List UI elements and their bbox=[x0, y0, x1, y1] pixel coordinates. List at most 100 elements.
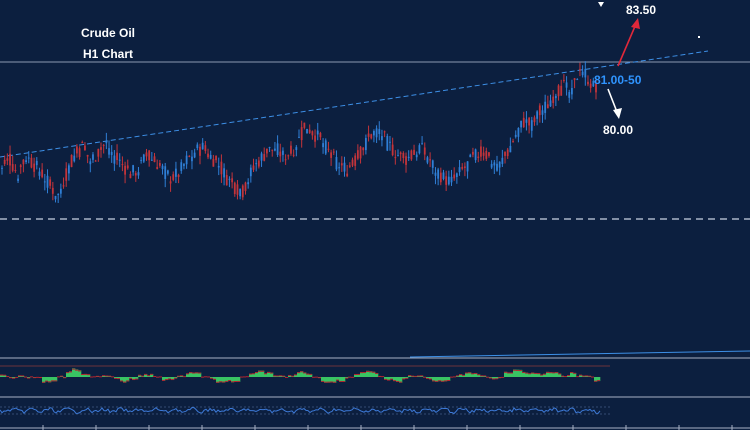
candle-body bbox=[247, 182, 250, 185]
histogram-bar bbox=[180, 375, 184, 377]
histogram-signal-segment bbox=[285, 376, 288, 378]
candle-body bbox=[166, 170, 169, 174]
histogram-bar bbox=[327, 377, 331, 383]
candle-body bbox=[338, 167, 341, 169]
candle-body bbox=[105, 140, 108, 144]
histogram-bar bbox=[129, 377, 133, 379]
candle-body bbox=[330, 152, 333, 158]
histogram-signal-segment bbox=[9, 377, 12, 379]
candle-body bbox=[276, 143, 279, 155]
candle-body bbox=[25, 160, 27, 163]
histogram-bar bbox=[558, 373, 562, 377]
histogram-bar bbox=[336, 377, 340, 381]
candle-body bbox=[362, 147, 365, 151]
candle-body bbox=[439, 172, 442, 183]
histogram-bar bbox=[186, 373, 190, 377]
candle-body bbox=[228, 178, 231, 180]
histogram-signal-segment bbox=[24, 376, 27, 378]
candle-body bbox=[493, 162, 496, 166]
candle-body bbox=[501, 157, 504, 164]
histogram-signal-segment bbox=[414, 375, 417, 377]
histogram-bar bbox=[72, 368, 76, 377]
histogram-signal-segment bbox=[537, 373, 540, 375]
histogram-bar bbox=[552, 372, 556, 377]
histogram-signal-segment bbox=[582, 375, 585, 377]
histogram-signal-segment bbox=[447, 380, 450, 382]
candle-body bbox=[445, 176, 448, 185]
histogram-signal-segment bbox=[84, 373, 87, 375]
histogram-bar bbox=[165, 377, 169, 380]
candle-body bbox=[375, 128, 378, 138]
histogram-signal-segment bbox=[465, 372, 468, 374]
candle-body bbox=[49, 179, 52, 186]
histogram-bar bbox=[399, 377, 403, 383]
candle-body bbox=[204, 145, 207, 152]
histogram-signal-segment bbox=[216, 381, 219, 383]
candle-body bbox=[67, 165, 70, 174]
histogram-signal-segment bbox=[201, 376, 204, 378]
histogram-signal-segment bbox=[594, 380, 597, 382]
histogram-signal-segment bbox=[102, 375, 105, 377]
candle-body bbox=[562, 79, 565, 81]
histogram-signal-segment bbox=[0, 374, 3, 376]
histogram-signal-segment bbox=[489, 377, 492, 379]
candle-body bbox=[209, 154, 212, 159]
candle-body bbox=[346, 173, 349, 177]
histogram-bar bbox=[387, 377, 391, 381]
candle-body bbox=[215, 155, 217, 161]
candle-body bbox=[17, 178, 19, 181]
candle-body bbox=[429, 159, 432, 161]
candle-body bbox=[391, 144, 394, 156]
histogram-bar bbox=[456, 375, 460, 377]
histogram-bar bbox=[513, 369, 517, 377]
candle-body bbox=[306, 128, 308, 134]
candle-body bbox=[300, 127, 303, 141]
histogram-signal-segment bbox=[375, 372, 378, 374]
histogram-signal-segment bbox=[444, 380, 447, 382]
candle-body bbox=[546, 104, 549, 109]
candle-body bbox=[560, 85, 563, 96]
candle-body bbox=[431, 160, 434, 168]
candle-body bbox=[30, 157, 33, 168]
candle-body bbox=[161, 165, 164, 170]
candle-body bbox=[282, 150, 284, 155]
histogram-bar bbox=[264, 373, 268, 377]
histogram-signal-segment bbox=[111, 376, 114, 378]
histogram-signal-segment bbox=[525, 372, 528, 374]
histogram-bar bbox=[303, 372, 307, 377]
histogram-bar bbox=[198, 372, 202, 377]
histogram-bar bbox=[279, 375, 283, 377]
candle-body bbox=[447, 176, 450, 185]
candle-body bbox=[407, 156, 410, 158]
candle-body bbox=[322, 143, 324, 148]
candle-body bbox=[413, 149, 415, 155]
histogram-signal-segment bbox=[291, 375, 294, 377]
histogram-signal-segment bbox=[183, 376, 186, 378]
histogram-bar bbox=[132, 377, 136, 380]
histogram-signal-segment bbox=[222, 381, 225, 383]
histogram-bar bbox=[396, 377, 400, 382]
histogram-bar bbox=[408, 375, 412, 377]
histogram-signal-segment bbox=[510, 372, 513, 374]
histogram-bar bbox=[429, 377, 433, 380]
histogram-signal-segment bbox=[69, 371, 72, 373]
candle-body bbox=[113, 155, 116, 164]
histogram-bar bbox=[210, 377, 214, 379]
candle-body bbox=[102, 144, 105, 146]
candle-body bbox=[327, 148, 330, 150]
histogram-bar bbox=[228, 377, 232, 381]
candle-body bbox=[41, 169, 44, 178]
histogram-bar bbox=[507, 372, 511, 377]
histogram-signal-segment bbox=[561, 375, 564, 377]
candle-body bbox=[573, 78, 576, 81]
candle-body bbox=[84, 145, 86, 151]
histogram-bar bbox=[54, 377, 58, 382]
histogram-bar bbox=[528, 373, 532, 377]
upside-target-arrow bbox=[617, 18, 640, 67]
histogram-bar bbox=[249, 373, 253, 377]
candle-body bbox=[587, 81, 589, 85]
histogram-bar bbox=[474, 373, 478, 377]
histogram-bar bbox=[168, 377, 172, 380]
histogram-bar bbox=[213, 377, 217, 380]
candle-body bbox=[571, 88, 573, 95]
